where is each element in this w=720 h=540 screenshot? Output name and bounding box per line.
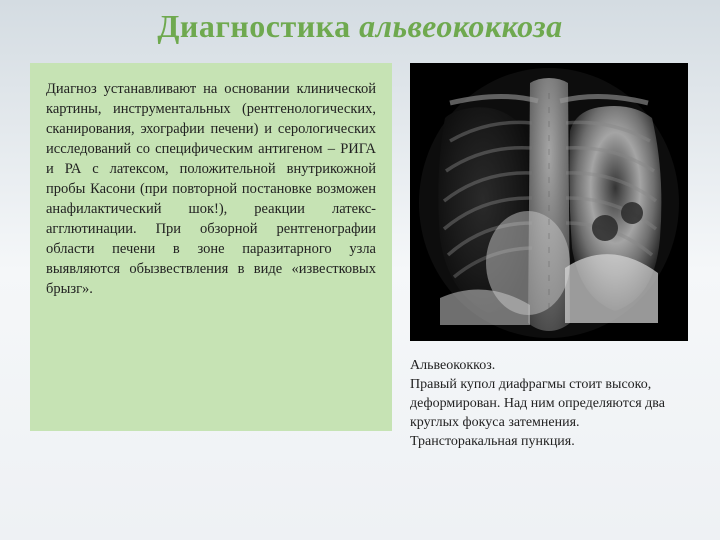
- caption-line2: Правый купол диафрагмы стоит высоко, деф…: [410, 377, 665, 430]
- body-text: Диагноз устанавливают на основании клини…: [46, 81, 376, 297]
- title-part1: Диагностика: [157, 8, 359, 44]
- slide: Диагностика альвеококкоза Диагноз устана…: [0, 0, 720, 540]
- content-row: Диагноз устанавливают на основании клини…: [30, 63, 690, 451]
- body-text-box: Диагноз устанавливают на основании клини…: [30, 63, 392, 431]
- right-column: Альвеококкоз. Правый купол диафрагмы сто…: [410, 63, 688, 451]
- caption-line1: Альвеококкоз.: [410, 358, 495, 373]
- slide-title: Диагностика альвеококкоза: [30, 8, 690, 45]
- image-caption: Альвеококкоз. Правый купол диафрагмы сто…: [410, 357, 688, 451]
- title-part2: альвеококкоза: [359, 8, 563, 44]
- xray-image: [410, 63, 688, 341]
- xray-svg: [410, 63, 688, 341]
- caption-line3: Трансторакальная пункция.: [410, 434, 575, 449]
